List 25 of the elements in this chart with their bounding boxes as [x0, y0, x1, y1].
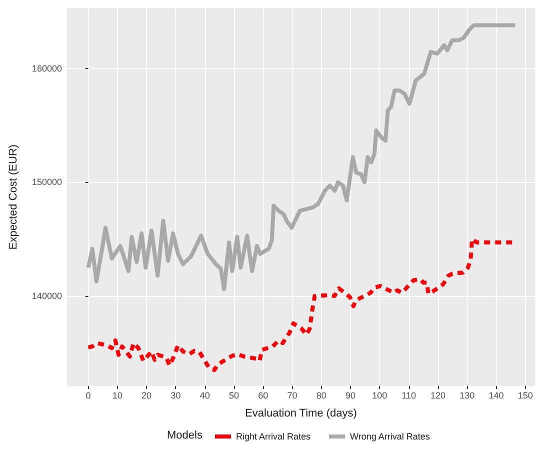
x-tick-label: 50 [228, 390, 239, 400]
x-tick-label: 30 [170, 390, 181, 400]
legend-label: Right Arrival Rates [236, 432, 312, 442]
y-tick-label: 160000 [32, 63, 62, 74]
line-series [86, 23, 518, 292]
x-tick-label: 80 [316, 390, 326, 400]
x-tick-label: 130 [460, 390, 475, 400]
x-tick-label: 140 [488, 390, 504, 400]
x-tick-label: 90 [346, 390, 356, 400]
x-tick-label: 70 [287, 390, 298, 400]
x-axis-title: Evaluation Time (days) [245, 408, 357, 420]
x-tick-label: 150 [518, 390, 533, 400]
y-tick-label: 140000 [32, 291, 62, 302]
legend-label: Wrong Arrival Rates [350, 432, 430, 442]
legend-title: Models [167, 430, 203, 442]
x-tick-label: 110 [402, 390, 416, 400]
y-axis-title: Expected Cost (EUR) [8, 144, 20, 250]
x-tick-label: 0 [86, 390, 91, 400]
x-tick-label: 20 [142, 390, 152, 400]
y-tick-label: 150000 [32, 177, 62, 188]
x-tick-label: 120 [430, 390, 446, 400]
x-tick-label: 60 [258, 390, 268, 400]
x-tick-label: 40 [200, 390, 210, 400]
x-tick-label: 100 [372, 390, 388, 400]
x-tick-label: 10 [112, 390, 122, 400]
